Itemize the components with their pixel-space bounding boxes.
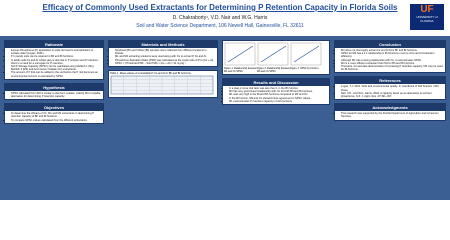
section-heading: References	[335, 77, 445, 85]
bullet: Although M1 has a strong relationship wi…	[341, 59, 443, 62]
bullet: Phosphorus Saturation Ratio (PSR) was ca…	[115, 59, 215, 62]
affiliation: Soil and Water Science Department, 106 N…	[136, 23, 304, 29]
bullet: Soil P Storage Capacity (SPSC) can be ca…	[11, 65, 101, 71]
figure-caption: Figure 3. SPSC by horizon	[290, 67, 319, 70]
bullet: M1 and M3 extracting solutions were used…	[115, 55, 215, 58]
figure-plot	[290, 42, 322, 66]
section-heading: Objectives	[5, 104, 103, 112]
section: Materials and MethodsSpodosol (Bh) and U…	[108, 40, 218, 68]
bullet: In acidic soils Fe and Al oxides play a …	[11, 59, 101, 65]
section-heading: Results and Discussion	[223, 79, 329, 86]
bullet: Excess Phosphorus (P) application in soi…	[11, 49, 101, 55]
poster: Efficacy of Commonly Used Extractants fo…	[0, 0, 450, 200]
bullet: In a plaq-p move trial ratio was less th…	[229, 87, 327, 90]
bullet-list: In a plaq-p move trial ratio was less th…	[223, 86, 329, 104]
bullet: SPSC for M3 has a 1:1 relationship in Bt…	[341, 52, 443, 58]
figure-plot	[257, 42, 289, 66]
header: Efficacy of Commonly Used Extractants fo…	[0, 0, 450, 36]
bullet: P in sandy soils can be retained in Bh a…	[11, 55, 101, 58]
table-grid	[110, 75, 214, 95]
bullet-list: Excess Phosphorus (P) application in soi…	[5, 48, 103, 79]
bullet: Logan, T.J. 2001. Soils and environmenta…	[341, 85, 443, 91]
logo-text: UNIVERSITY of FLORIDA	[416, 15, 438, 23]
bullet: The amount of P that can be added to the…	[11, 71, 101, 77]
section: Results and DiscussionIn a plaq-p move t…	[222, 78, 330, 106]
section: HypothesisSPSC calculated from M3 is sim…	[4, 82, 104, 101]
column: Materials and MethodsSpodosol (Bh) and U…	[108, 40, 218, 197]
bullet: In the Bt horizon, M3 and Ox showed clos…	[229, 97, 327, 100]
section: ObjectivesTo determine the efficacy of O…	[4, 103, 104, 124]
bullet: SPSC = (Threshold PSR − Soil PSR) × (Fe …	[115, 62, 215, 65]
bullet: Spodosol (Bh) and Ultisol (Bt) samples w…	[115, 49, 215, 55]
figure-plot	[224, 42, 256, 66]
section: ConclusionM3 does not thoroughly extract…	[334, 40, 446, 74]
bullet-list: SPSC calculated from M3 is similar to th…	[5, 91, 103, 99]
bullet: To compare SPSC values calculated from t…	[11, 119, 101, 122]
bullet: SPSC calculated from M3 is similar to th…	[11, 92, 101, 98]
figure: Figure 3. SPSC by horizon	[290, 42, 323, 70]
section: RationaleExcess Phosphorus (P) applicati…	[4, 40, 104, 80]
section-heading: Acknowledgments	[335, 104, 445, 112]
bullet: To determine the efficacy of Ox, M1 and …	[11, 112, 101, 118]
bullet-list: Spodosol (Bh) and Ultisol (Bt) samples w…	[109, 48, 217, 66]
section: ReferencesLogan, T.J. 2001. Soils and en…	[334, 76, 446, 101]
bullet: This research was supported by the Flori…	[341, 112, 443, 118]
figure-caption: Figure 2. Relationship between M3 and Ox…	[257, 67, 290, 73]
bullet: M3 does not thoroughly extract Fe and Al…	[341, 49, 443, 52]
bullet: M3 has very good linear relationship wit…	[229, 90, 327, 93]
bullet: M1 overestimates P retention capacity in…	[229, 100, 327, 103]
bullet-list: To determine the efficacy of Ox, M1 and …	[5, 111, 103, 123]
table-box: Table 1. Mean values of extractable P, F…	[108, 70, 218, 99]
section: AcknowledgmentsThis research was support…	[334, 103, 446, 121]
bullet: M1 was very high in the Bt and Bh horizo…	[229, 93, 327, 96]
bullet: M3 is a more efficient extractant than M…	[341, 62, 443, 65]
figure: Figure 1. Relationship between M1 and Ox…	[224, 42, 257, 73]
title: Efficacy of Commonly Used Extractants fo…	[42, 3, 398, 12]
bullet: Nair, V.D., and W.G. Harris. 2004. A cap…	[341, 92, 443, 98]
figure-caption: Figure 1. Relationship between M1 and Ox…	[224, 67, 257, 73]
logo-mark: UF	[420, 4, 434, 15]
logo: UF UNIVERSITY of FLORIDA	[410, 4, 444, 30]
section-heading: Rationale	[5, 41, 103, 48]
table-caption: Table 1. Mean values of extractable P, F…	[110, 72, 191, 76]
authors: D. Chakraborty¹, V.D. Nair and W.G. Harr…	[172, 15, 268, 21]
section-heading: Materials and Methods	[109, 41, 217, 48]
bullet-list: M3 does not thoroughly extract Fe and Al…	[335, 48, 445, 72]
bullet: Therefore, for accurate determination of…	[341, 65, 443, 71]
figure: Figure 2. Relationship between M3 and Ox…	[257, 42, 290, 73]
bullet-list: Logan, T.J. 2001. Soils and environmenta…	[335, 84, 445, 99]
section-heading: Conclusion	[335, 41, 445, 48]
column: RationaleExcess Phosphorus (P) applicati…	[4, 40, 104, 197]
column: ConclusionM3 does not thoroughly extract…	[334, 40, 446, 197]
column: Figure 1. Relationship between M1 and Ox…	[222, 40, 330, 197]
figures: Figure 1. Relationship between M1 and Ox…	[222, 40, 330, 75]
section-heading: Hypothesis	[5, 83, 103, 91]
bullet-list: This research was supported by the Flori…	[335, 111, 445, 119]
